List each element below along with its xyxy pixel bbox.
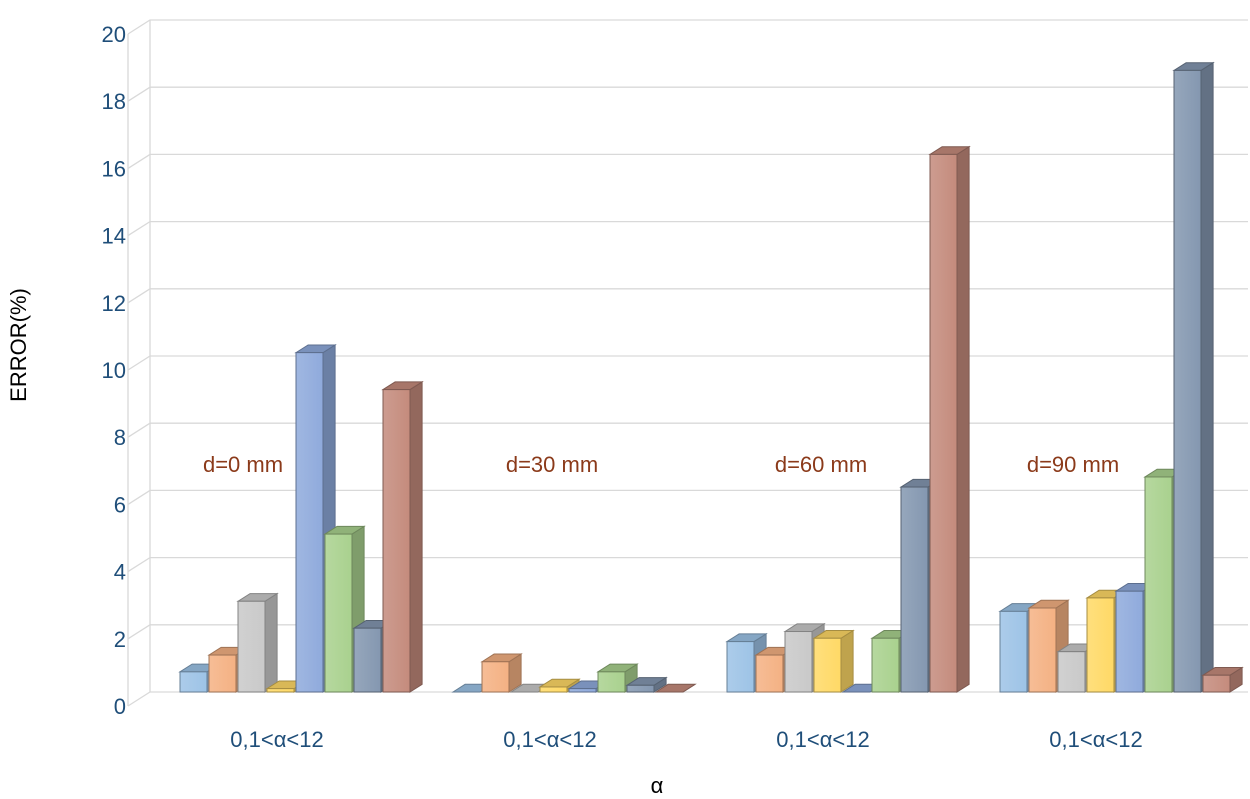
gridline [127,691,1248,707]
y-axis-title: ERROR(%) [6,288,31,402]
gridlines [127,19,1248,707]
bar [236,592,279,693]
bar-front [813,637,842,693]
annotation-label: d=30 mm [506,452,598,477]
annotations: d=0 mm d=30 mm d=60 mm d=90 mm [203,452,1119,477]
annotation-label: d=90 mm [1027,452,1119,477]
bar [1201,666,1244,693]
bar [538,678,581,693]
bar-front [481,661,510,693]
bar-front [726,641,755,693]
bar-front [999,610,1028,693]
bar-front [353,627,382,693]
bar-front [568,688,597,693]
bar-front [755,654,784,693]
y-tick-label: 10 [102,358,126,383]
bar-side [956,145,970,693]
gridline [127,220,1248,237]
bar [1172,61,1215,693]
bar-top [654,683,697,693]
gridline [127,288,1248,304]
bars [178,61,1244,693]
bar-front [382,389,411,693]
bar [725,632,768,693]
bar [928,145,971,693]
category-label: 0,1<α<12 [503,727,596,752]
bar-front [539,686,568,693]
annotation-label: d=0 mm [203,452,283,477]
y-tick-labels: 0 2 4 6 8 10 12 14 16 18 20 [102,22,126,719]
annotation-label: d=60 mm [775,452,867,477]
category-label: 0,1<α<12 [776,727,869,752]
bar [654,683,697,693]
gridline [127,153,1248,169]
bar [783,622,826,693]
bar-front [1115,590,1144,693]
bar [381,380,424,693]
category-label: 0,1<α<12 [230,727,323,752]
category-label: 0,1<α<12 [1049,727,1142,752]
bar-front [597,671,626,693]
gridline [127,86,1248,102]
y-tick-label: 2 [114,627,126,652]
bar-front [871,637,900,693]
bar-front [266,688,295,693]
bar-side [264,592,278,693]
bar-front [295,352,324,693]
y-tick-label: 14 [102,224,126,249]
bar-front [929,153,958,693]
y-tick-label: 6 [114,492,126,517]
bar-front [900,486,929,693]
bar [625,676,668,693]
bar-front [324,533,353,693]
y-tick-label: 8 [114,425,126,450]
y-tick-label: 18 [102,89,126,114]
y-tick-label: 0 [114,694,126,719]
bar-front [1057,651,1086,693]
bar-front [179,671,208,693]
bar [812,629,855,693]
y-tick-label: 4 [114,560,126,585]
bar-side [840,629,854,693]
y-tick-label: 16 [102,156,126,181]
bar-front [208,654,237,693]
y-tick-label: 12 [102,291,126,316]
y-tick-label: 20 [102,22,126,47]
bar [480,653,523,693]
category-labels: 0,1<α<12 0,1<α<12 0,1<α<12 0,1<α<12 [230,727,1142,752]
bar-front [1144,476,1173,693]
bar-side [1200,61,1214,693]
gridline [127,19,1248,35]
bar-front [784,631,813,693]
x-axis-title: α [651,773,664,798]
bar-front [1202,674,1231,693]
bar-front [1173,69,1202,693]
bar-side [409,380,423,693]
bar-front [626,684,655,693]
bar-front [237,600,266,693]
bar-front [1086,597,1115,693]
bar-front [1028,607,1057,693]
